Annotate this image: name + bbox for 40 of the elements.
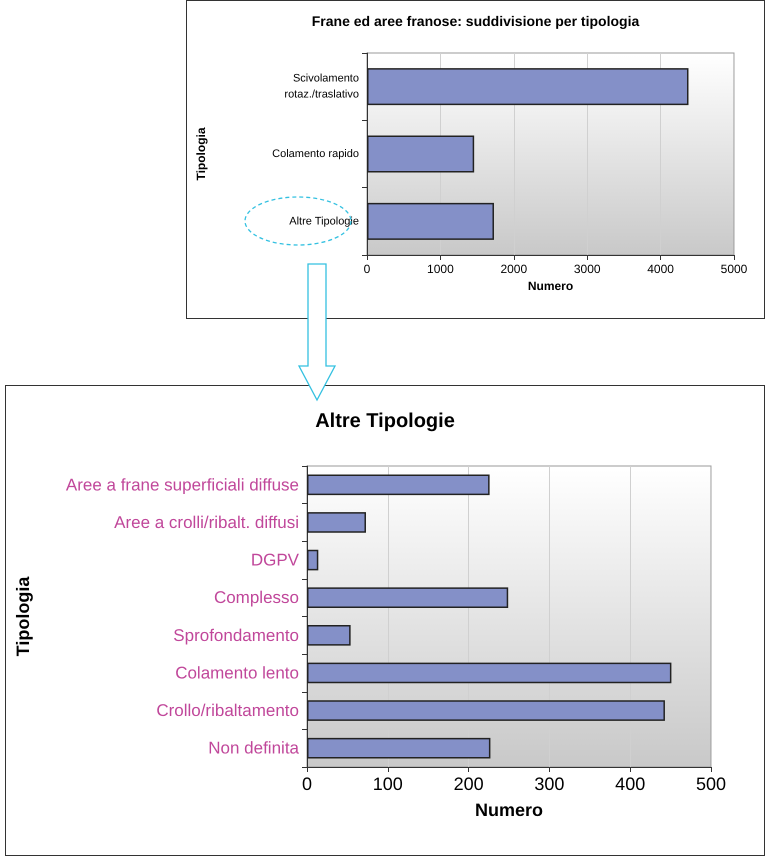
x-tick-label: 3000 bbox=[574, 262, 601, 276]
y-tick-label: Sprofondamento bbox=[173, 626, 299, 645]
x-tick-label: 0 bbox=[364, 262, 371, 276]
y-axis-title: Tipologia bbox=[13, 576, 33, 656]
x-axis-title: Numero bbox=[528, 278, 574, 293]
x-tick-label: 300 bbox=[534, 774, 564, 794]
y-tick-label: Colamento rapido bbox=[272, 148, 359, 160]
bar bbox=[367, 202, 494, 240]
y-tick-label: DGPV bbox=[250, 550, 300, 570]
x-tick-label: 400 bbox=[615, 774, 646, 794]
x-tick-label: 1000 bbox=[427, 262, 454, 276]
bar bbox=[307, 587, 508, 608]
x-tick-label: 5000 bbox=[720, 262, 748, 276]
bar bbox=[307, 662, 672, 684]
bar bbox=[307, 474, 490, 496]
bar bbox=[307, 550, 318, 570]
y-tick-label: Colamento lento bbox=[175, 663, 299, 682]
bar bbox=[307, 700, 665, 721]
x-tick-label: 2000 bbox=[500, 262, 528, 276]
bar bbox=[307, 512, 366, 533]
y-tick-label: Crollo/ribaltamento bbox=[156, 701, 299, 720]
y-tick-label: Complesso bbox=[214, 588, 299, 608]
y-tick-label: Aree a frane superficiali diffuse bbox=[66, 475, 299, 494]
x-tick-label: 200 bbox=[454, 774, 484, 794]
x-tick-label: 100 bbox=[372, 774, 403, 794]
y-tick-label: Altre Tipologie bbox=[289, 215, 359, 228]
x-tick-label: 500 bbox=[696, 774, 726, 794]
chart-title: Frane ed aree franose: suddivisione per tipologia bbox=[312, 13, 640, 29]
chart-title: Altre Tipologie bbox=[315, 410, 455, 432]
x-axis-title: Numero bbox=[474, 800, 544, 820]
x-tick-label: 0 bbox=[302, 774, 312, 794]
bar bbox=[307, 624, 351, 646]
y-tick-label: Non definita bbox=[208, 738, 300, 758]
y-tick-label: Aree a crolli/ribalt. diffusi bbox=[114, 512, 299, 532]
bar bbox=[307, 738, 490, 759]
bar bbox=[367, 68, 688, 106]
bar bbox=[367, 135, 474, 173]
y-axis-title: Tipologia bbox=[194, 127, 208, 181]
y-tick-label: Scivolamento rotaz./traslativo bbox=[284, 72, 359, 101]
x-tick-label: 4000 bbox=[647, 262, 674, 276]
